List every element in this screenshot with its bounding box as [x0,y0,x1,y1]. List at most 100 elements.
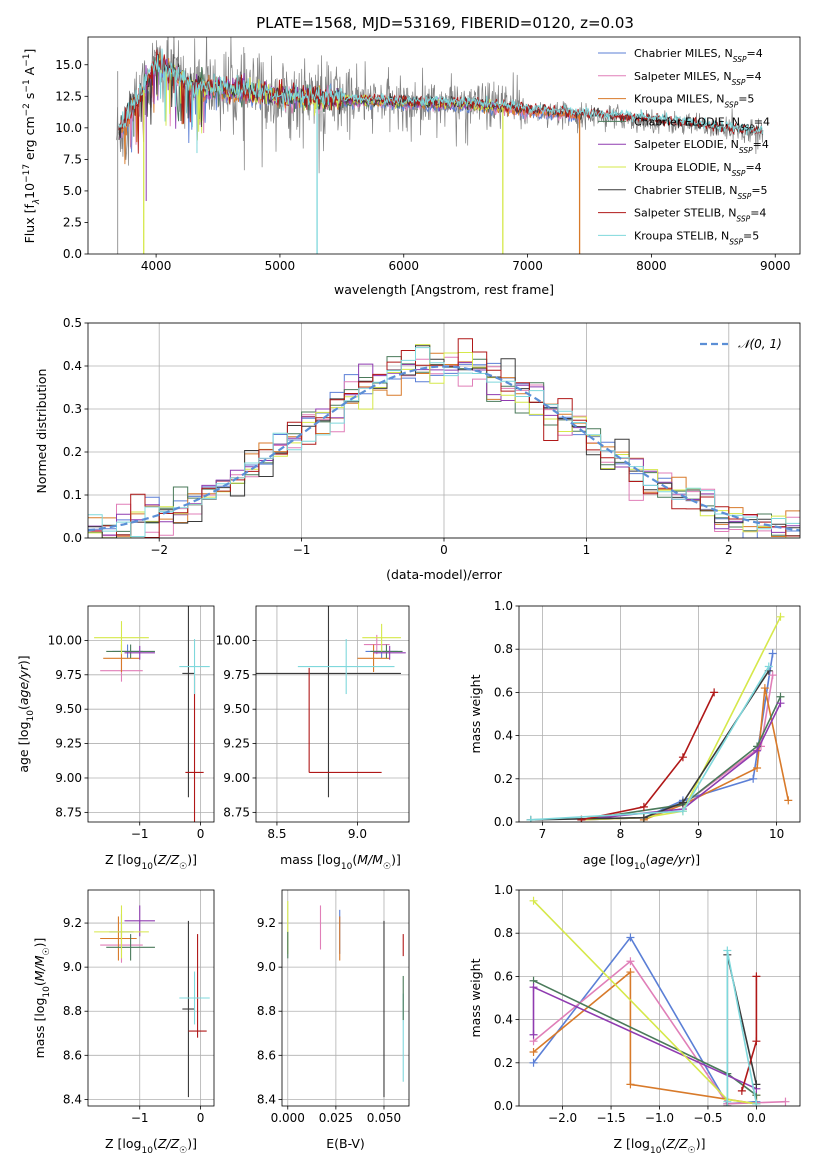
x-tick-label: 7000 [512,259,543,273]
y-tick-label: 9.00 [55,771,82,785]
data-point [723,1097,732,1106]
data-point [626,968,635,977]
errorbar-salpeter-stelib [188,934,207,1038]
data-point [639,813,648,822]
y-tick-label: 9.50 [55,702,82,716]
series-kroupa-stelib [526,662,773,822]
x-tick-label: −1.5 [596,1111,625,1125]
data-point [768,671,777,680]
y-axis-label: Normed distribution [34,369,49,494]
series-line [581,616,782,821]
series-line [530,666,770,821]
legend-tail: =4 [754,115,770,128]
legend-label: Kroupa STELIB, NSSP=5 [634,229,759,246]
data-point [752,1080,761,1089]
errorbar-salpeter-stelib [308,667,382,774]
legend-text: Chabrier STELIB, N [634,184,738,197]
data-point [723,946,732,955]
x-tick-label: 4000 [141,259,172,273]
y-tick-label: 9.0 [63,960,82,974]
legend-label: Salpeter MILES, NSSP=4 [634,70,762,87]
data-point [529,983,538,992]
legend-text: Kroupa ELODIE, N [634,161,732,174]
legend-tail: =4 [745,70,761,83]
series-line [532,985,757,1090]
x-tick-label: 1 [583,543,591,557]
series-salpeter-miles [577,671,777,822]
legend-text: Kroupa MILES, N [634,93,724,106]
axes-frame [87,322,801,539]
data-point [753,746,762,755]
label-part: Z/Z [665,1136,688,1151]
series-line [726,950,758,1104]
data-point [529,1030,538,1039]
series-line [532,936,757,1105]
label-part: age [log [583,852,634,867]
x-tick-label: −1 [293,543,311,557]
label-part: ☉ [179,862,187,872]
errorbar-salpeter-elodie [124,905,155,937]
errorbar-kroupa-stelib [179,971,210,1025]
legend-text: Chabrier ELODIE, N [634,115,740,128]
legend-text: Salpeter STELIB, N [634,207,736,220]
data-point [526,815,535,822]
data-point [784,796,793,805]
mass-vs-metallicity-panel: −1 08.48.68.89.09.2Z [log10(Z/Z☉)]mass [l… [32,889,215,1156]
label-part: ☉ [42,947,52,955]
errorbar-salpeter-elodie [124,645,155,660]
x-tick-label: 6000 [388,259,419,273]
x-tick-label: 0 [197,1111,205,1125]
y-tick-label: 10.0 [55,121,82,135]
data-point [753,764,762,772]
x-tick-label: −2.0 [548,1111,577,1125]
series-line [581,653,774,821]
legend-label: 𝒩(0, 1) [738,337,782,351]
label-part: )] [187,852,197,867]
legend-sub: SSP [732,169,746,178]
legend-label: Chabrier MILES, NSSP=4 [634,47,763,64]
data-point [752,972,761,981]
y-tick-label: 8.8 [257,1004,276,1018]
axes-frame [87,605,215,823]
legend-tail: =5 [738,93,754,106]
grid [256,606,409,822]
y-axis-label: Flux [fλ10−17 erg cm−2 s−1 A−1] [22,49,42,244]
plot-area [287,901,404,1098]
spectrum-panel: 4000 5000 6000 7000 8000 9000 0.0 2.5 5.0 7.5 10.0… [22,36,801,297]
y-tick-label: 9.50 [223,702,250,716]
x-axis-label: Z [log10(Z/Z☉)] [105,852,197,872]
x-tick-label: 2 [725,543,733,557]
label-part: erg cm [22,116,37,164]
grid [519,605,800,823]
grid [282,890,409,1106]
legend-sub: SSP [740,123,754,132]
y-tick-label: 9.2 [63,916,82,930]
label-part: λ [32,199,42,205]
errorbar-salpeter-elodie [373,645,406,660]
label-part: )] [187,1136,197,1151]
x-tick-label: 9000 [760,259,791,273]
axes-frame [87,36,801,255]
x-axis-label: (data-model)/error [386,567,503,582]
data-point [752,1037,761,1046]
x-axis-label: Z [log10(Z/Z☉)] [614,1136,706,1156]
y-tick-label: 0.4 [494,1013,513,1027]
label-part: age [log [16,721,31,772]
label-part: age/yr [650,852,691,867]
plot-area [526,612,793,822]
legend-label: Kroupa MILES, NSSP=5 [634,93,754,110]
legend-tail: =5 [751,184,767,197]
label-part: 10 [141,1146,153,1156]
grid [519,889,800,1107]
x-tick-label: 9.0 [348,827,367,841]
data-point [529,1058,538,1067]
plot-area [116,37,764,254]
errorbar-kroupa-elodie [94,905,149,959]
label-part: 10 [141,862,153,872]
y-tick-label: 9.75 [223,668,250,682]
data-point [639,802,648,811]
age-vs-mass-panel: 8.5 9.0 8.75 9.00 9.25 9.50 9.75 10.00 mass [log… [216,605,410,872]
plot-area [94,606,210,822]
axes-frame [518,889,801,1107]
y-tick-label: 0.5 [63,316,82,330]
